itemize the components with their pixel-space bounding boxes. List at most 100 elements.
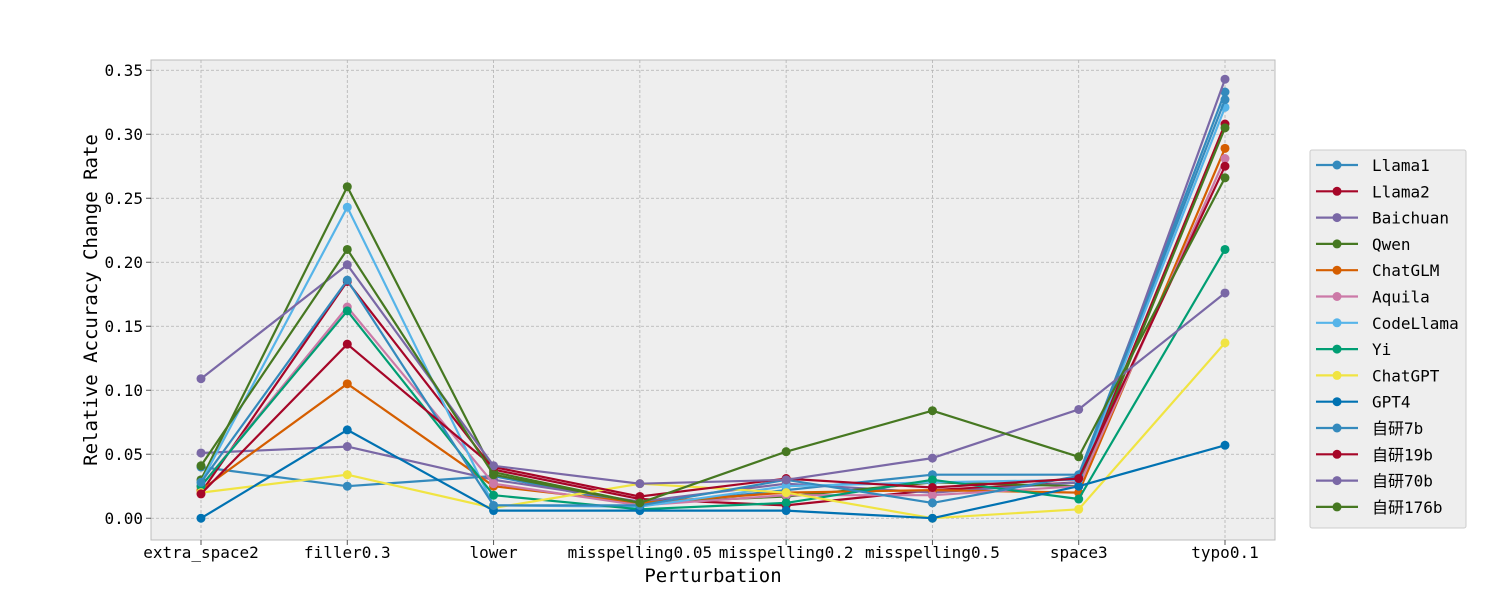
- data-point: [1220, 288, 1230, 298]
- data-point: [196, 461, 206, 471]
- legend-marker: [1332, 449, 1342, 459]
- legend-label: 自研176b: [1372, 498, 1443, 517]
- legend-label: 自研19b: [1372, 445, 1433, 464]
- data-point: [196, 448, 206, 458]
- legend-item: Llama2: [1316, 182, 1430, 201]
- data-point: [1074, 504, 1084, 514]
- legend-label: 自研70b: [1372, 472, 1433, 491]
- y-tick-label: 0.15: [104, 317, 143, 336]
- data-point: [927, 490, 937, 500]
- series-line: [200, 165, 1226, 498]
- data-point: [342, 244, 352, 254]
- data-point: [342, 379, 352, 389]
- data-point: [196, 374, 206, 384]
- y-tick-label: 0.20: [104, 253, 143, 272]
- data-point: [1220, 123, 1230, 133]
- series-line: [200, 428, 1226, 520]
- legend-marker: [1332, 292, 1342, 301]
- legend-item: Llama1: [1316, 156, 1430, 175]
- series-line: [200, 248, 1226, 511]
- legend-label: 自研7b: [1372, 419, 1423, 438]
- legend-marker: [1332, 423, 1342, 433]
- data-point: [635, 479, 645, 489]
- legend-label: Qwen: [1372, 235, 1411, 254]
- data-point: [781, 488, 791, 498]
- data-point: [342, 481, 352, 491]
- legend-marker: [1332, 502, 1342, 512]
- legend-label: Llama2: [1372, 182, 1430, 201]
- legend: Llama1 Llama2 Baichuan Qwen ChatGLM Aquila Cod…: [1309, 149, 1467, 529]
- legend-item: Qwen: [1316, 235, 1411, 254]
- data-point: [342, 425, 352, 435]
- series-line: [200, 263, 1226, 485]
- legend-marker: [1332, 213, 1342, 223]
- data-point: [781, 447, 791, 457]
- data-point: [489, 500, 499, 510]
- legend-label: Aquila: [1372, 288, 1430, 307]
- data-point: [927, 513, 937, 523]
- x-tick-label: space3: [1050, 543, 1108, 562]
- x-tick-label: misspelling0.5: [865, 543, 1000, 562]
- legend-item: 自研176b: [1316, 498, 1443, 517]
- legend-label: CodeLlama: [1372, 314, 1459, 333]
- data-point: [1220, 143, 1230, 153]
- data-point: [781, 506, 791, 516]
- legend-marker: [1332, 476, 1342, 486]
- legend-item: 自研7b: [1316, 419, 1423, 438]
- x-tick-label: extra_space2: [143, 543, 259, 562]
- legend-item: ChatGLM: [1316, 261, 1439, 280]
- legend-marker: [1332, 344, 1342, 354]
- legend-marker: [1332, 318, 1342, 328]
- data-point: [1074, 452, 1084, 462]
- data-point: [781, 481, 791, 491]
- legend-marker: [1332, 397, 1342, 407]
- series-line: [200, 158, 1227, 507]
- y-tick-label: 0.00: [104, 509, 143, 528]
- data-point: [489, 461, 499, 471]
- data-point: [927, 483, 937, 493]
- data-point: [927, 498, 937, 508]
- x-tick-label: typo0.1: [1191, 543, 1258, 562]
- legend-item: CodeLlama: [1316, 314, 1459, 333]
- legend-marker: [1332, 186, 1342, 196]
- data-point: [1220, 74, 1230, 84]
- data-point: [489, 470, 499, 480]
- series: [196, 425, 1230, 523]
- data-point: [1220, 95, 1230, 105]
- data-point: [342, 275, 352, 285]
- data-point: [1074, 404, 1084, 414]
- data-point: [781, 475, 791, 485]
- legend-label: Yi: [1372, 340, 1391, 359]
- data-point: [342, 202, 352, 212]
- data-point: [1220, 244, 1230, 254]
- y-axis: 0.00 0.05 0.10 0.15 0.20 0.25 0.30 0.35: [104, 61, 151, 528]
- legend-item: GPT4: [1316, 393, 1411, 412]
- series: [196, 260, 1230, 489]
- series-lines: [196, 74, 1230, 523]
- series-line: [200, 177, 1226, 504]
- data-point: [489, 479, 499, 489]
- data-point: [342, 306, 352, 316]
- legend-label: Llama1: [1372, 156, 1430, 175]
- legend-item: Aquila: [1316, 288, 1430, 307]
- legend-marker: [1332, 239, 1342, 249]
- data-point: [342, 470, 352, 480]
- legend-label: ChatGLM: [1372, 261, 1439, 280]
- data-point: [196, 477, 206, 487]
- legend-item: Yi: [1316, 340, 1391, 359]
- x-tick-label: misspelling0.2: [719, 543, 854, 562]
- y-tick-label: 0.05: [104, 445, 143, 464]
- data-point: [1220, 161, 1230, 171]
- legend-item: Baichuan: [1316, 209, 1449, 228]
- legend-item: ChatGPT: [1316, 366, 1440, 385]
- legend-item: 自研19b: [1316, 445, 1433, 464]
- y-tick-label: 0.25: [104, 189, 143, 208]
- legend-marker: [1332, 160, 1342, 170]
- data-point: [1074, 474, 1084, 484]
- data-point: [635, 491, 645, 501]
- data-point: [1220, 154, 1230, 164]
- x-tick-label: filler0.3: [304, 543, 391, 562]
- legend-item: 自研70b: [1316, 472, 1433, 491]
- data-point: [489, 490, 499, 500]
